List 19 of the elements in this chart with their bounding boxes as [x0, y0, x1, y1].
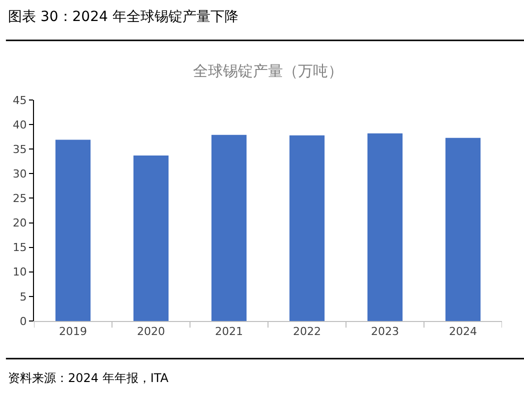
x-tick-label: 2021	[215, 325, 243, 338]
y-tick-label: 25	[12, 192, 27, 206]
x-tick-label: 2023	[371, 325, 399, 338]
x-tick-label: 2020	[137, 325, 165, 338]
x-tick-label: 2019	[59, 325, 87, 338]
y-tick-label: 30	[12, 168, 27, 181]
y-tick-label: 10	[12, 266, 27, 279]
chart-subtitle: 全球锡锭产量（万吨）	[193, 62, 343, 80]
y-tick-label: 5	[20, 290, 27, 304]
y-tick-label: 15	[12, 241, 27, 254]
text: 资料来源：2024 年年报，ITA	[8, 371, 170, 385]
y-tick-label: 35	[12, 142, 27, 156]
y-tick-label: 20	[12, 216, 27, 230]
x-tick-label: 2024	[449, 325, 477, 338]
chart-title: 图表 30：2024 年全球锡锭产量下降	[8, 9, 238, 25]
y-tick-label: 45	[12, 94, 27, 107]
x-tick-label: 2022	[293, 325, 321, 338]
y-tick-label: 0	[20, 314, 27, 328]
y-tick-label: 40	[12, 118, 27, 132]
